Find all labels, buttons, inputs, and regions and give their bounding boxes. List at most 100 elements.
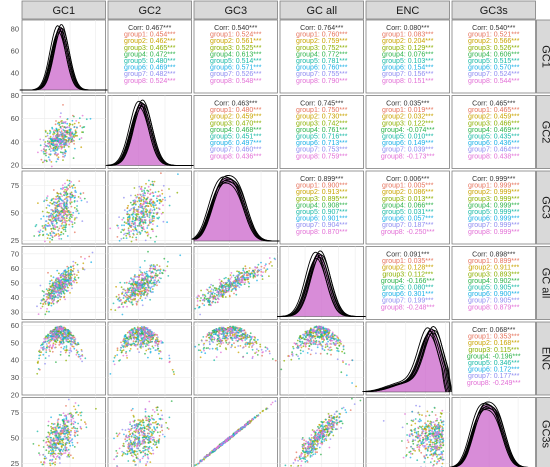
scatter-point: [159, 199, 162, 201]
scatter-point: [73, 347, 76, 350]
scatter-point: [66, 434, 69, 436]
scatter-point: [152, 203, 154, 206]
scatter-point: [58, 328, 60, 331]
scatter-point: [151, 345, 154, 348]
scatter-point: [153, 285, 155, 287]
scatter-point: [121, 344, 123, 346]
scatter-point: [67, 206, 69, 209]
scatter-point: [142, 340, 145, 342]
scatter-point: [338, 345, 341, 347]
scatter-point: [136, 292, 139, 295]
scatter-point: [123, 294, 126, 297]
scatter-point: [313, 326, 316, 328]
scatter-point: [240, 330, 242, 333]
y-tick-label: 40: [11, 69, 19, 78]
scatter-point: [60, 211, 62, 213]
scatter-point: [156, 199, 159, 202]
scatter-point: [336, 349, 339, 352]
scatter-point: [137, 211, 140, 214]
scatter-point: [158, 281, 161, 283]
scatter-point: [137, 339, 140, 342]
scatter-point: [148, 216, 151, 219]
scatter-point: [168, 204, 171, 207]
scatter-point: [64, 275, 67, 277]
scatter-point: [59, 435, 62, 438]
scatter-point: [50, 429, 52, 432]
scatter-point: [240, 284, 243, 286]
scatter-point: [44, 455, 46, 458]
scatter-point: [67, 273, 69, 276]
scatter-point: [70, 220, 73, 223]
scatter-point: [61, 188, 64, 191]
group-density-group7: [195, 175, 279, 242]
scatter-point: [119, 281, 122, 284]
corr-group-label: group7: 0.460***: [210, 147, 262, 154]
scatter-point: [141, 272, 144, 275]
scatter-point: [43, 337, 46, 340]
scatter-point: [81, 355, 84, 357]
scatter-point: [72, 157, 75, 160]
scatter-point: [302, 345, 305, 348]
corr-group-label: group4: 0.606***: [468, 51, 520, 58]
scatter-point: [142, 211, 145, 214]
scatter-point: [43, 294, 45, 297]
scatter-point: [32, 443, 35, 445]
scatter-point: [153, 215, 156, 218]
scatter-point: [40, 149, 43, 152]
scatter-point: [116, 347, 119, 350]
scatter-point: [145, 202, 148, 205]
corr-group-label: group1: 0.480***: [210, 107, 262, 114]
scatter-point: [138, 222, 141, 225]
scatter-point: [51, 346, 54, 348]
scatter-point: [78, 355, 81, 358]
scatter-point: [142, 274, 145, 277]
scatter-point: [50, 165, 53, 168]
scatter-point: [60, 233, 62, 236]
scatter-point: [54, 461, 57, 463]
scatter-point: [238, 278, 241, 281]
scatter-point: [227, 279, 230, 282]
scatter-point: [218, 278, 221, 281]
scatter-point: [248, 270, 251, 272]
scatter-point: [42, 215, 45, 218]
scatter-point: [143, 191, 146, 193]
scatter-point: [80, 419, 83, 421]
scatter-point: [274, 258, 277, 261]
scatter-point: [161, 272, 163, 274]
scatter-point: [127, 204, 129, 207]
scatter-point: [51, 301, 54, 304]
scatter-point: [146, 292, 149, 294]
scatter-point: [50, 279, 53, 282]
row-strip-label: GC all: [540, 268, 550, 299]
scatter-point: [146, 327, 149, 329]
scatter-point: [116, 224, 119, 227]
scatter-point: [55, 136, 58, 139]
scatter-point: [141, 299, 144, 302]
scatter-point: [56, 269, 59, 272]
scatter-point: [70, 277, 73, 279]
scatter-point: [330, 353, 332, 356]
scatter-point: [124, 345, 127, 348]
corr-group-label: group8: 0.879***: [468, 304, 520, 311]
scatter-point: [145, 231, 148, 234]
scatter-point: [153, 180, 156, 183]
corr-overall-label: Corr: 0.006***: [386, 176, 429, 183]
scatter-point: [61, 342, 64, 345]
scatter-point: [218, 292, 221, 295]
scatter-point: [150, 331, 153, 334]
scatter-point: [69, 454, 72, 457]
scatter-point: [83, 126, 86, 128]
scatter-point: [316, 346, 319, 349]
scatter-point: [68, 354, 70, 357]
scatter-point: [147, 331, 150, 333]
scatter-point: [62, 200, 65, 203]
scatter-point: [198, 343, 200, 346]
scatter-point: [214, 328, 217, 331]
scatter-point: [156, 195, 159, 198]
scatter-point: [241, 332, 244, 335]
scatter-point: [151, 288, 154, 290]
y-tick-label: 25: [11, 236, 19, 245]
scatter-point: [155, 207, 158, 210]
scatter-point: [127, 335, 130, 338]
scatter-point: [132, 218, 134, 221]
